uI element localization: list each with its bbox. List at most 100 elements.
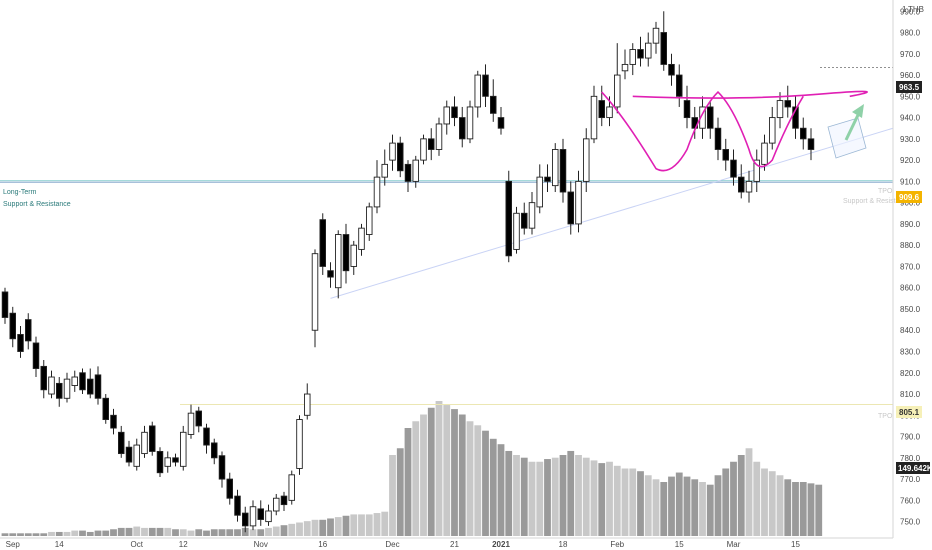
svg-text:805.1: 805.1 <box>899 408 920 417</box>
trendline-layer <box>330 127 894 299</box>
price-tick-label: 830.0 <box>900 348 921 357</box>
last-price-tag: 963.5 <box>896 81 922 93</box>
volume-bar <box>327 518 334 536</box>
candle-body <box>241 512 249 527</box>
volume-bar <box>420 414 427 536</box>
scale-mode-label: 1 <box>902 5 907 14</box>
candle-body <box>676 74 683 97</box>
candle-body <box>102 397 109 420</box>
volume-bar <box>443 405 451 536</box>
volume-bar <box>714 475 722 536</box>
volume-bar <box>9 533 17 536</box>
candle-body <box>17 334 24 352</box>
price-axis[interactable]: 750.0760.0770.0780.0790.0800.0810.0820.0… <box>900 7 921 526</box>
candle-body <box>342 234 350 272</box>
time-tick-label: Dec <box>385 540 399 549</box>
volume-bar <box>683 476 691 536</box>
candle-body <box>381 163 389 178</box>
candle-body <box>311 253 319 331</box>
volume-bar <box>458 414 466 536</box>
candle-body <box>156 450 164 474</box>
candle-body <box>257 508 265 520</box>
price-tick-label: 810.0 <box>900 390 921 399</box>
volume-bar <box>288 523 296 536</box>
time-tick-label: 14 <box>55 540 64 549</box>
candle-body <box>94 374 102 399</box>
candle-body <box>412 159 420 182</box>
candle-body <box>63 378 71 399</box>
candle-body <box>172 457 179 463</box>
long-term-label: Long-Term <box>3 189 37 196</box>
candle-body <box>807 138 815 150</box>
candle-body <box>482 74 489 97</box>
volume-bar <box>296 522 303 536</box>
time-tick-label: 12 <box>179 540 188 549</box>
candle-body <box>79 372 86 391</box>
candle-body <box>552 149 559 187</box>
volume-bar <box>210 529 218 536</box>
candle-body <box>25 319 32 342</box>
candlestick-series <box>1 11 815 533</box>
candle-body <box>583 138 590 182</box>
candle-body <box>745 180 753 193</box>
candle-body <box>358 227 365 250</box>
candle-body <box>606 106 613 119</box>
volume-bar <box>613 465 621 536</box>
candle-body <box>249 506 257 527</box>
candle-body <box>660 32 668 65</box>
candle-body <box>187 412 195 435</box>
candle-body <box>714 127 722 150</box>
volume-bar <box>63 531 71 536</box>
candle-body <box>373 176 381 208</box>
volume-bar <box>699 482 706 536</box>
volume-bar <box>482 430 489 536</box>
candle-body <box>32 342 40 369</box>
price-tick-label: 750.0 <box>900 518 921 527</box>
support-resistance-faint-label: Support & Resistance <box>843 198 911 205</box>
volume-bar <box>148 527 156 536</box>
candle-body <box>319 219 327 267</box>
volume-bar <box>71 530 79 536</box>
time-tick-label: Feb <box>610 540 624 549</box>
candle-body <box>466 106 474 140</box>
volume-bar <box>187 530 195 536</box>
volume-bar <box>156 527 164 536</box>
candle-body <box>792 106 799 129</box>
candle-body <box>56 382 63 399</box>
candle-body <box>366 206 373 235</box>
candle-body <box>40 365 48 391</box>
volume-bar <box>117 527 125 536</box>
volume-bar <box>745 448 753 536</box>
volume-bar <box>110 529 117 536</box>
volume-bar <box>513 455 520 536</box>
volume-bar <box>79 530 86 536</box>
volume-bar <box>1 533 9 536</box>
volume-bar <box>768 471 776 536</box>
time-axis[interactable]: Sep 14 Oct 12 Nov 16 Dec 21 2021 18 Feb 15 Mar 15 <box>6 540 801 549</box>
volume-bar <box>792 482 799 536</box>
volume-bar <box>218 529 226 536</box>
price-tick-label: 920.0 <box>900 156 921 165</box>
volume-bar <box>621 468 629 536</box>
time-tick-label: 2021 <box>492 540 510 549</box>
volume-bar <box>32 533 40 536</box>
candle-body <box>505 180 513 257</box>
candle-body <box>459 117 466 140</box>
volume-bar <box>358 514 365 536</box>
candle-body <box>575 180 582 225</box>
volume-bar <box>776 475 784 536</box>
candle-body <box>769 117 776 144</box>
volume-bar <box>660 482 668 536</box>
volume-bar <box>567 450 575 536</box>
volume-bar <box>141 527 148 536</box>
svg-text:909.6: 909.6 <box>899 193 920 202</box>
volume-bar <box>24 533 32 536</box>
candle-body <box>420 138 427 161</box>
volume-bar <box>203 530 210 536</box>
ascending-trendline <box>330 127 894 299</box>
candle-body <box>110 414 117 429</box>
volume-bar <box>195 529 203 536</box>
volume-bar <box>528 461 536 536</box>
volume-bar <box>637 471 644 536</box>
